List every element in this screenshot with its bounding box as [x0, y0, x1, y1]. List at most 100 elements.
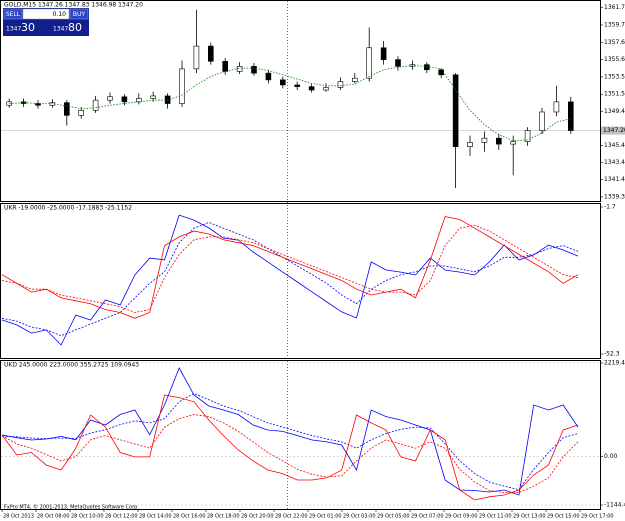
candle-body [193, 45, 200, 70]
y-tick-label: 1351.50 [604, 91, 625, 98]
candle-body [481, 137, 488, 143]
y-tick-label: -1144.45 [604, 502, 625, 509]
y-tick-label: 1345.45 [604, 142, 625, 149]
lot-input[interactable] [22, 8, 70, 20]
x-tick-label: 28 Oct 16:00 [173, 514, 206, 520]
y-tick-label: 1339.35 [604, 193, 625, 200]
y-tick-label: 0.00 [604, 453, 618, 460]
indicator-line [1, 392, 579, 491]
y-tick-label: 1343.40 [604, 159, 625, 166]
last-price-box [601, 126, 625, 135]
candle-body [150, 95, 156, 99]
x-tick-label: 29 Oct 13:00 [513, 514, 546, 520]
x-tick-label: 29 Oct 07:00 [411, 514, 444, 520]
x-tick-label: 29 Oct 15:00 [547, 514, 580, 520]
candle-body [35, 103, 41, 106]
y-tick-label: 1359.70 [604, 21, 625, 28]
y-tick-label: 1355.60 [604, 56, 625, 63]
moving-average [9, 65, 571, 142]
indicator-line [1, 394, 579, 501]
candle-body [136, 98, 142, 103]
indicator-line [1, 224, 579, 313]
buy-label[interactable]: BUY [73, 11, 86, 18]
indicator-title: UKR -19.0000 -25.0000 -17.1883 -25.1152 [4, 205, 132, 212]
candle-body [323, 87, 329, 91]
x-tick-label: 29 Oct 09:00 [445, 514, 478, 520]
candle-body [20, 101, 27, 104]
candle-body [452, 74, 459, 147]
x-tick-label: 28 Oct 18:00 [207, 514, 240, 520]
y-tick-label: 1353.55 [604, 73, 625, 80]
x-tick-label: 28 Oct 20:00 [241, 514, 274, 520]
x-tick-label: 28 Oct 12:00 [105, 514, 138, 520]
one-click-trading-panel: SELL 0.10 BUY 1347 30 1347 80 [3, 8, 89, 36]
candle-body [236, 66, 243, 72]
candle-body [351, 77, 358, 82]
x-tick-label: 28 Oct 14:00 [139, 514, 172, 520]
sell-button[interactable] [3, 8, 23, 20]
candle-body [510, 141, 517, 145]
candle-body [222, 60, 228, 72]
candle-body [265, 72, 272, 81]
buy-price-main[interactable]: 1347 [53, 26, 68, 33]
candle-body [107, 96, 113, 101]
y-tick-label: 1357.65 [604, 39, 625, 46]
candle-body [423, 64, 430, 71]
candle-body [64, 102, 70, 116]
panel-frame [0, 203, 601, 359]
candle-body [164, 95, 171, 104]
indicator-title: GOLD,M15 1347.26 1347.83 1346.98 1347.20 [4, 2, 143, 9]
indicator-title: UKD 245.0000 223.0000 355.2725 109.0943 [4, 362, 139, 369]
x-tick-label: 29 Oct 01:00 [309, 514, 342, 520]
indicator-line [1, 367, 579, 496]
candle-body [395, 59, 401, 67]
y-tick-label: -52.3 [604, 351, 620, 358]
candle-body [567, 101, 574, 131]
panel-frame [0, 0, 601, 202]
candle-body [208, 45, 214, 62]
indicator-line [1, 214, 579, 346]
candle-body [438, 69, 445, 76]
indicator-line [1, 414, 579, 493]
y-tick-label: 1341.40 [604, 176, 625, 183]
candle-body [92, 99, 99, 111]
candle-body [294, 84, 301, 87]
x-tick-label: 29 Oct 03:00 [343, 514, 376, 520]
lot-value[interactable]: 0.10 [53, 11, 67, 18]
candle-body [380, 47, 387, 60]
sell-price-big[interactable]: 30 [21, 21, 35, 34]
x-tick-label: 28 Oct 2013 [3, 514, 34, 520]
candle-body [308, 86, 315, 91]
x-tick-label: 29 Oct 11:00 [479, 514, 512, 520]
buy-button[interactable] [69, 8, 89, 20]
candle-body [179, 68, 185, 104]
y-tick-label: -1.7 [604, 204, 616, 211]
x-tick-label: 28 Oct 10:00 [71, 514, 104, 520]
candle-body [78, 109, 84, 116]
candle-body [6, 101, 12, 106]
sell-label[interactable]: SELL [6, 11, 21, 18]
x-tick-label: 28 Oct 08:00 [37, 514, 70, 520]
candle-body [121, 96, 128, 103]
buy-price-big[interactable]: 80 [68, 21, 82, 34]
candle-body [279, 79, 286, 86]
candle-body [366, 47, 373, 79]
indicator-line [1, 216, 579, 319]
candle-body [467, 142, 473, 147]
x-tick-label: 29 Oct 17:00 [581, 514, 614, 520]
indicator-line [1, 221, 579, 337]
candle-body [251, 66, 257, 74]
last-price-label: 1347.20 [603, 127, 625, 134]
y-tick-label: 2219.45 [604, 360, 625, 367]
x-tick-label: 29 Oct 05:00 [377, 514, 410, 520]
candle-body [539, 111, 545, 131]
candle-body [337, 81, 344, 88]
y-tick-label: 1349.45 [604, 108, 625, 115]
y-tick-label: 1361.75 [604, 4, 625, 11]
candle-body [553, 101, 560, 113]
sell-price-main[interactable]: 1347 [6, 26, 21, 33]
x-tick-label: 28 Oct 22:00 [275, 514, 308, 520]
copyright: FxPro MT4, © 2001-2013, MetaQuotes Softw… [4, 504, 139, 511]
